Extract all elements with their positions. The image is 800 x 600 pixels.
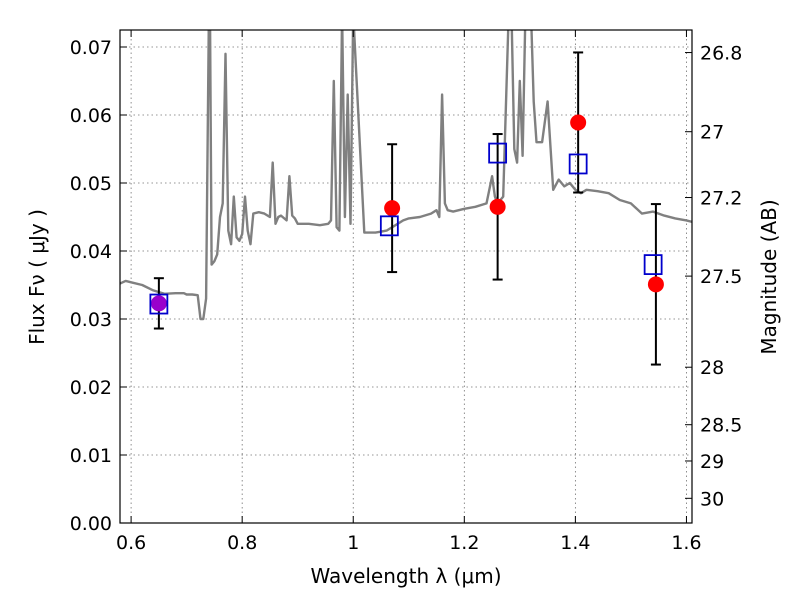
y-tick-label: 0.02 bbox=[70, 377, 112, 399]
grid-lines bbox=[120, 30, 692, 524]
y2-tick-label: 26.8 bbox=[700, 43, 742, 65]
model-band-marker bbox=[379, 215, 399, 237]
model-band-marker bbox=[643, 254, 663, 276]
observed-point bbox=[384, 200, 401, 217]
y-tick-label: 0.01 bbox=[70, 445, 112, 467]
x-tick-label: 1 bbox=[347, 532, 359, 554]
observed-point bbox=[647, 276, 664, 293]
y-axis-label: Flux Fν ( μJy ) bbox=[25, 209, 49, 345]
model-band-marker bbox=[149, 293, 169, 315]
y2-tick-label: 30 bbox=[700, 488, 724, 510]
y2-axis-label: Magnitude (AB) bbox=[757, 199, 781, 354]
y-tick-label: 0.04 bbox=[70, 241, 112, 263]
observed-point bbox=[570, 114, 587, 131]
y2-tick-label: 27.2 bbox=[700, 188, 742, 210]
x-tick-label: 1.4 bbox=[560, 532, 590, 554]
observed-point bbox=[489, 198, 506, 215]
x-axis-label: Wavelength λ (μm) bbox=[310, 564, 501, 588]
x-tick-label: 1.2 bbox=[449, 532, 479, 554]
y2-tick-label: 28.5 bbox=[700, 415, 742, 437]
y-tick-label: 0.00 bbox=[70, 513, 112, 535]
x-tick-label: 0.8 bbox=[227, 532, 257, 554]
model-band-marker bbox=[488, 142, 508, 164]
model-band-marker bbox=[568, 153, 588, 175]
plot-area bbox=[120, 30, 692, 321]
y2-tick-label: 27 bbox=[700, 122, 724, 144]
x-tick-label: 0.6 bbox=[116, 532, 146, 554]
observed-point bbox=[150, 295, 167, 312]
y-tick-label: 0.03 bbox=[70, 309, 112, 331]
y2-tick-label: 27.5 bbox=[700, 266, 742, 288]
model-spectrum-line bbox=[120, 30, 692, 321]
x-tick-label: 1.6 bbox=[671, 532, 701, 554]
y2-tick-label: 28 bbox=[700, 357, 724, 379]
y2-tick-label: 29 bbox=[700, 451, 724, 473]
markers bbox=[149, 51, 664, 366]
y-tick-label: 0.06 bbox=[70, 105, 112, 127]
axes: 0.6 0.8 1 1.2 1.4 1.6 0.00 0.01 0.02 0.03 0.04 0.05… bbox=[70, 30, 742, 554]
y-tick-label: 0.05 bbox=[70, 173, 112, 195]
y-tick-label: 0.07 bbox=[70, 37, 112, 59]
